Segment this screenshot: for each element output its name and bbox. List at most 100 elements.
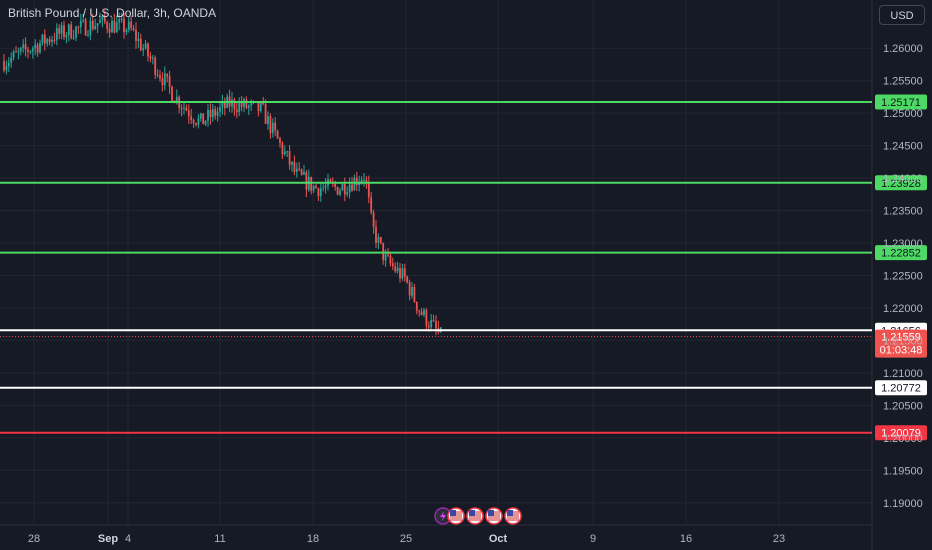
candle-body (432, 320, 435, 322)
candle-body (103, 15, 106, 23)
candle-body (46, 39, 49, 44)
candle-body (319, 188, 322, 197)
candle-body (305, 172, 308, 190)
candle-body (29, 51, 32, 53)
candle-body (118, 19, 121, 23)
candle-body (211, 109, 214, 118)
candle-body (288, 151, 291, 165)
price-scale-label: 1.25000 (883, 108, 923, 120)
candle-body (79, 20, 82, 27)
candle-body (161, 78, 164, 86)
level-tag-label: 1.20079 (881, 428, 921, 440)
candle-body (111, 20, 113, 33)
candle-body (22, 44, 25, 48)
candle-body (192, 120, 195, 124)
candle-body (154, 57, 157, 75)
candle-body (346, 192, 349, 195)
candle-body (303, 172, 305, 175)
candle-body (24, 44, 27, 50)
candle-body (315, 185, 317, 189)
us-flag-icon (466, 507, 484, 525)
candle-body (63, 25, 65, 38)
lightning-icon-bolt (440, 511, 446, 521)
candle-body (84, 19, 87, 36)
candle-body (396, 267, 399, 272)
level-tag-label: 1.25171 (881, 97, 921, 109)
level-tag-label: 1.20772 (881, 383, 921, 395)
candle-body (360, 179, 363, 183)
candle-body (58, 28, 61, 34)
candle-body (223, 101, 226, 108)
candle-body (115, 22, 118, 33)
candle-body (187, 110, 190, 117)
currency-button[interactable]: USD (879, 5, 925, 25)
candle-body (171, 86, 173, 101)
candle-body (156, 74, 159, 76)
candle-body (271, 122, 274, 134)
level-tag-label: 1.22852 (881, 248, 921, 260)
time-scale-label: 25 (400, 533, 412, 545)
candle-body (132, 28, 135, 30)
candle-body (348, 184, 351, 193)
candle-body (298, 168, 301, 170)
level-tag-label: 1.23928 (881, 178, 921, 190)
candle-body (219, 106, 221, 112)
candle-body (216, 111, 219, 116)
candle-body (312, 185, 315, 191)
candle-body (283, 151, 286, 155)
price-scale-label: 1.23000 (883, 238, 923, 250)
candle-body (65, 35, 68, 38)
candle-body (17, 51, 20, 53)
candle-body (250, 101, 253, 106)
candle-body (137, 38, 140, 42)
candle-body (264, 104, 267, 124)
price-scale-label: 1.25500 (883, 76, 923, 88)
candle-body (293, 161, 296, 172)
time-scale-label: 11 (214, 533, 225, 545)
candle-body (281, 142, 284, 155)
candle-body (427, 325, 430, 328)
candle-body (382, 242, 385, 261)
candle-body (240, 102, 243, 107)
candle-body (365, 179, 368, 182)
candle-body (269, 115, 272, 134)
candle-body (274, 122, 277, 131)
candle-body (3, 61, 5, 71)
candle-body (108, 28, 111, 33)
candle-body (130, 21, 133, 29)
price-scale-label: 1.24000 (883, 173, 923, 185)
price-scale-label: 1.24500 (883, 141, 923, 153)
candle-body (238, 102, 241, 113)
candle-body (185, 107, 188, 111)
candle-body (351, 184, 353, 191)
candle-body (363, 179, 365, 181)
candle-body (142, 48, 145, 51)
candle-body (375, 226, 377, 243)
candle-body (60, 25, 63, 34)
price-scale-label: 1.22500 (883, 270, 923, 282)
candle-body (5, 66, 8, 71)
us-flag-icon (485, 507, 503, 525)
candle-body (43, 34, 46, 44)
candle-body (12, 51, 15, 58)
candle-body (408, 282, 411, 296)
candle-body (91, 20, 94, 30)
candle-body (295, 168, 298, 172)
candle-body (259, 102, 262, 112)
candle-body (82, 19, 85, 21)
candle-body (72, 37, 75, 39)
candle-body (334, 183, 337, 188)
candle-body (353, 177, 356, 191)
candle-body (336, 187, 339, 195)
candle-body (257, 101, 260, 112)
candle-body (202, 113, 205, 125)
candle-body (339, 190, 341, 195)
candle-body (243, 99, 245, 107)
candle-body (310, 176, 313, 191)
candle-body (41, 34, 44, 44)
candle-body (10, 57, 13, 63)
price-scale-label: 1.19000 (883, 498, 923, 510)
candle-body (391, 263, 394, 267)
